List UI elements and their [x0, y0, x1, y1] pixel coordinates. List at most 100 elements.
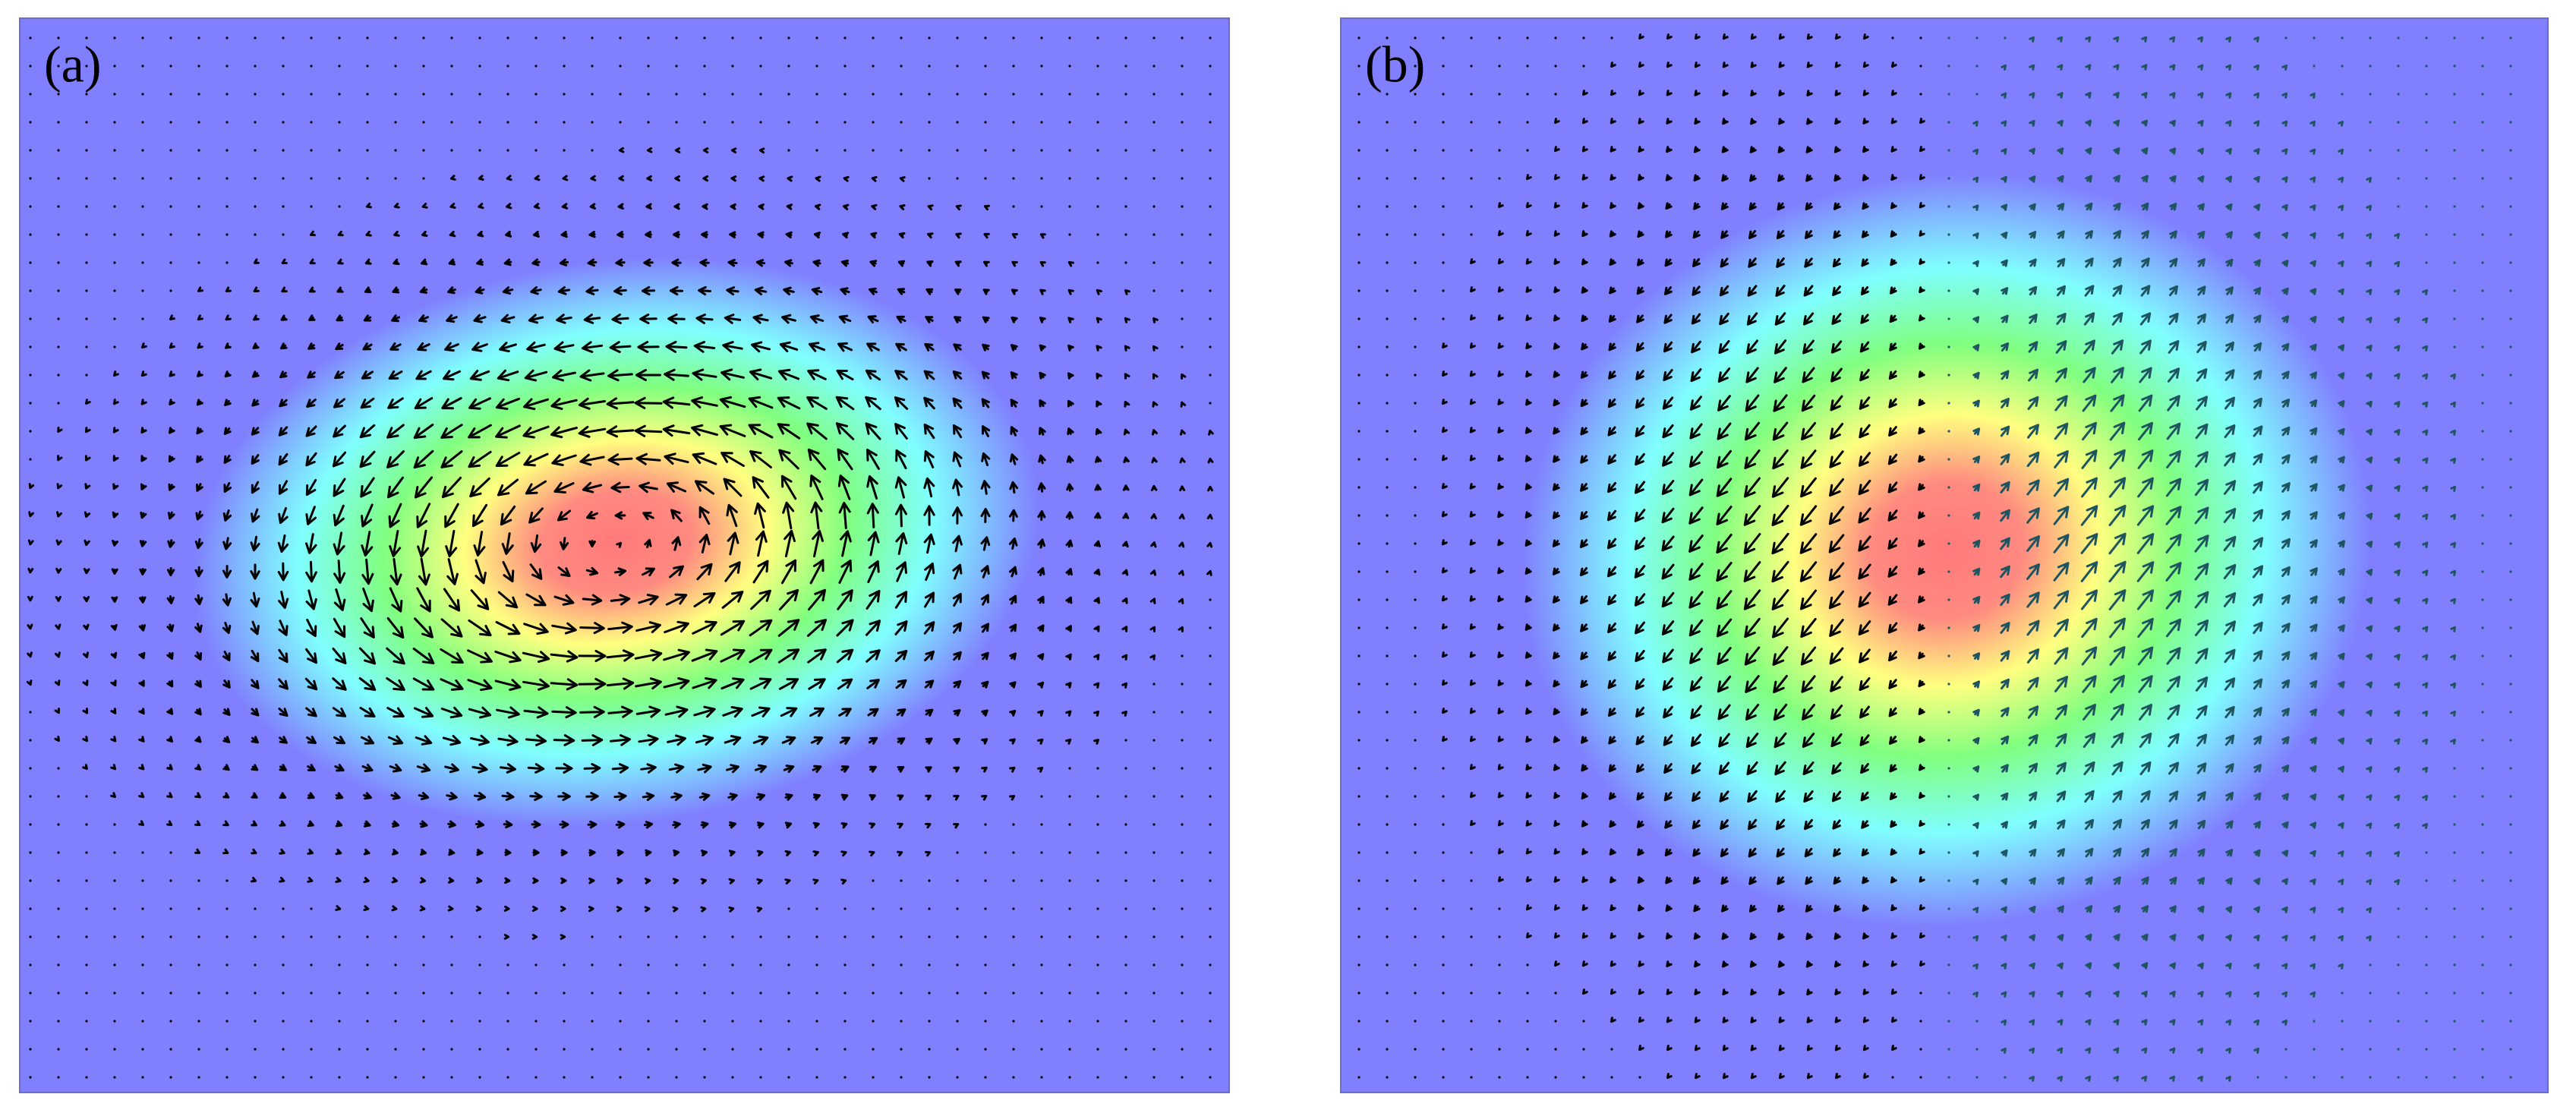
arrow [1357, 374, 1361, 377]
arrow [981, 398, 990, 408]
arrow [2140, 285, 2151, 297]
arrow [225, 1020, 229, 1023]
arrow [2194, 534, 2209, 553]
arrow [2194, 506, 2209, 525]
arrow [2253, 203, 2261, 211]
arrow [809, 475, 824, 500]
arrow [2197, 258, 2206, 267]
arrow [869, 822, 875, 829]
arrow [1799, 561, 1818, 582]
arrow [360, 477, 375, 498]
arrow [412, 677, 435, 691]
arrow [2310, 511, 2318, 520]
arrow [1806, 1017, 1813, 1023]
arrow [310, 1048, 313, 1051]
arrow [2509, 598, 2512, 601]
arrow [729, 821, 736, 829]
arrow [333, 531, 345, 556]
arrow [1470, 205, 1473, 208]
arrow [57, 963, 60, 966]
arrow [2141, 847, 2150, 858]
arrow [310, 963, 313, 966]
arrow [2057, 64, 2064, 71]
arrow [840, 259, 850, 267]
arrow [110, 651, 118, 659]
arrow [1830, 367, 1843, 383]
arrow [1833, 202, 1841, 210]
arrow [477, 230, 484, 238]
arrow [618, 175, 625, 181]
arrow [1947, 851, 1950, 854]
arrow [470, 589, 490, 610]
arrow [1607, 398, 1616, 408]
arrow [1207, 485, 1213, 492]
arrow [900, 907, 903, 910]
arrow [2481, 514, 2484, 517]
arrow [2422, 289, 2428, 295]
arrow [1209, 261, 1212, 264]
arrow [440, 450, 463, 468]
arrow [2422, 401, 2429, 408]
arrow [673, 231, 680, 238]
arrow [138, 820, 144, 826]
arrow [550, 398, 578, 410]
arrow [1830, 676, 1843, 692]
arrow [1553, 342, 1560, 350]
arrow [1860, 791, 1869, 802]
arrow [1635, 735, 1644, 746]
arrow [1919, 932, 1925, 939]
arrow [759, 1020, 762, 1023]
arrow [928, 36, 931, 39]
arrow [251, 876, 257, 883]
arrow [2223, 535, 2237, 552]
arrow [29, 879, 32, 882]
arrow [951, 506, 963, 525]
arrow [2310, 935, 2316, 941]
arrow [27, 651, 33, 658]
arrow [450, 1020, 453, 1023]
arrow [1386, 823, 1389, 826]
arrow [1357, 1076, 1361, 1079]
arrow [1609, 848, 1616, 856]
arrow [2225, 64, 2232, 71]
arrow [697, 763, 712, 774]
arrow [2029, 231, 2037, 239]
arrow [113, 65, 116, 68]
arrow [2366, 935, 2372, 941]
arrow [1716, 561, 1733, 582]
arrow [1152, 373, 1159, 380]
arrow [1096, 823, 1099, 826]
arrow [2281, 679, 2291, 689]
arrow [2197, 147, 2204, 155]
arrow [471, 763, 488, 774]
arrow [1610, 1017, 1616, 1023]
arrow [140, 427, 147, 434]
arrow [2225, 906, 2233, 913]
arrow [2225, 849, 2234, 857]
arrow [749, 677, 772, 690]
arrow [1357, 598, 1361, 601]
arrow [2057, 876, 2065, 885]
arrow [923, 450, 935, 468]
arrow [2054, 450, 2069, 468]
arrow [225, 963, 229, 966]
arrow [1859, 677, 1871, 691]
arrow [534, 149, 538, 152]
arrow [57, 823, 60, 826]
arrow [2310, 539, 2318, 548]
arrow [1638, 33, 1644, 39]
arrow [83, 568, 90, 575]
arrow [838, 708, 852, 717]
arrow [872, 1076, 875, 1079]
arrow [2422, 597, 2429, 604]
arrow [110, 764, 117, 771]
arrow [1096, 963, 1099, 966]
arrow [1124, 345, 1130, 352]
arrow [141, 907, 144, 910]
arrow [2141, 92, 2148, 99]
arrow [1470, 963, 1473, 966]
arrow [1689, 396, 1703, 411]
arrow [1124, 992, 1127, 995]
arrow [1721, 904, 1729, 913]
arrow [1716, 506, 1733, 525]
